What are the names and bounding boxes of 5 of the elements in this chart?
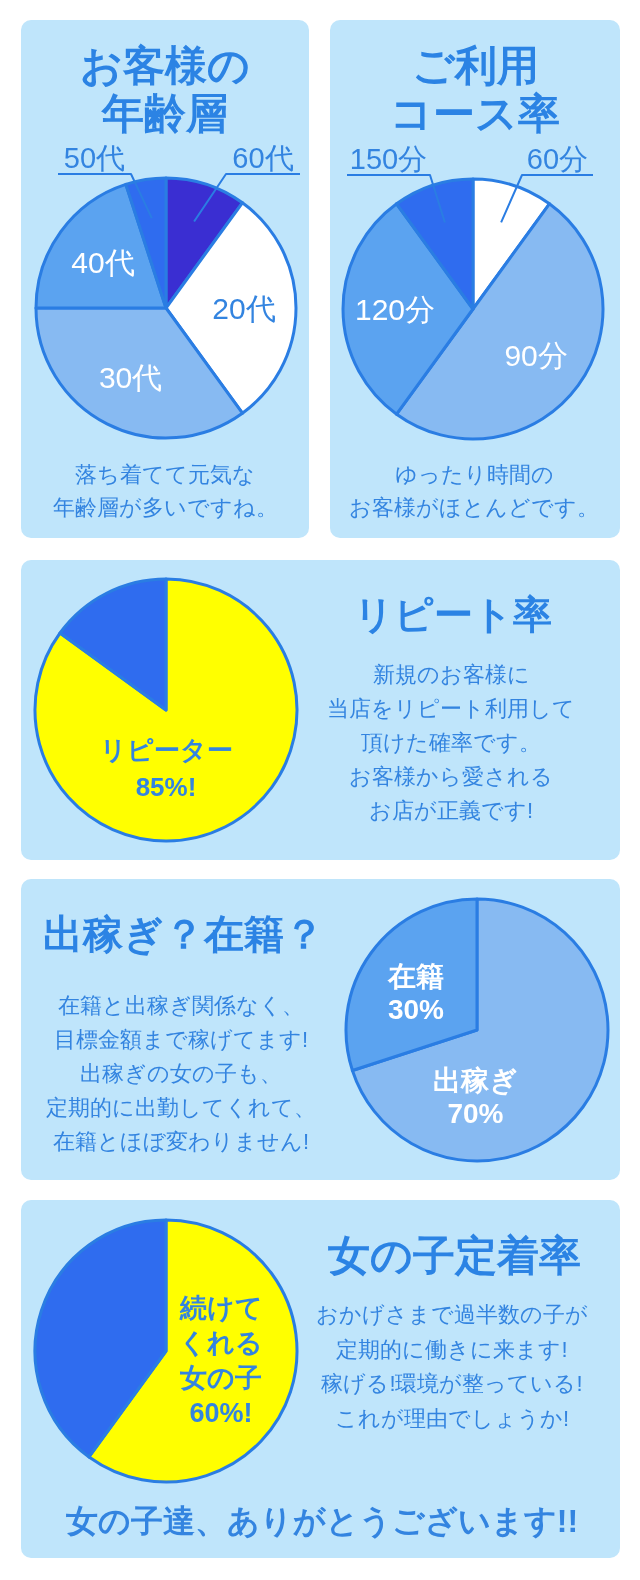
- title: ご利用コース率: [390, 42, 560, 138]
- title: リピート率: [354, 593, 552, 637]
- title: お客様の年齢層: [80, 42, 250, 138]
- title: 女の子定着率: [327, 1232, 581, 1280]
- title: 出稼ぎ？在籍？: [42, 912, 324, 957]
